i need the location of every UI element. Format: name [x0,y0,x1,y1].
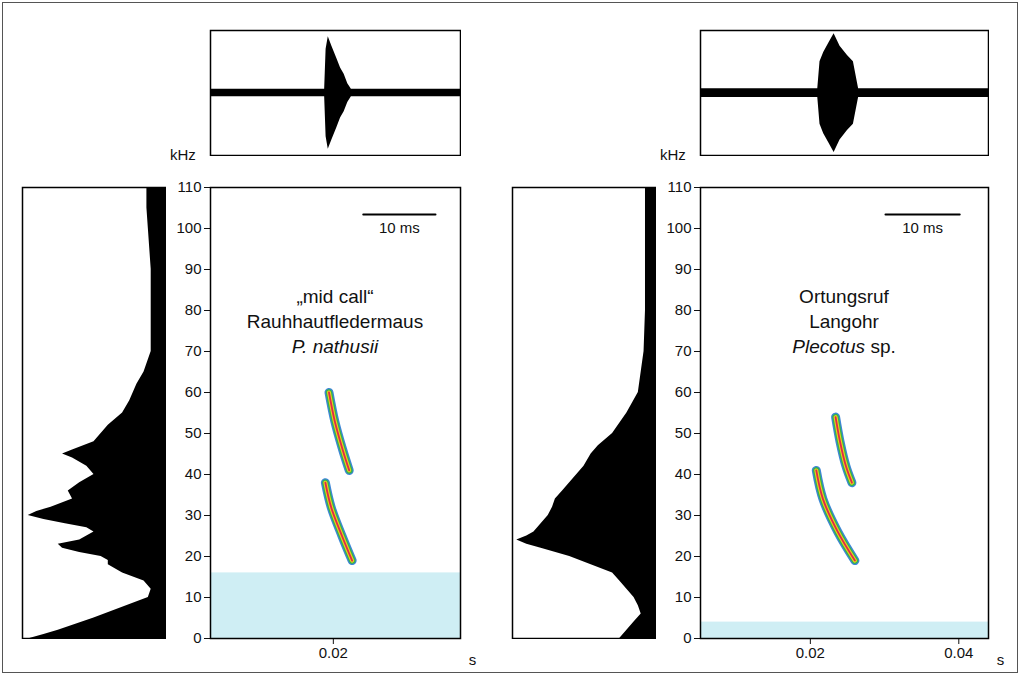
svg-text:0: 0 [683,629,691,646]
svg-text:70: 70 [675,342,692,359]
svg-text:10 ms: 10 ms [902,219,943,236]
svg-text:10: 10 [675,588,692,605]
html-text:Ortungsruf: Ortungsruf [799,286,889,307]
svg-text:60: 60 [675,383,692,400]
svg-text:30: 30 [675,506,692,523]
svg-text:90: 90 [675,260,692,277]
svg-text:20: 20 [675,547,692,564]
svg-text:s: s [997,651,1005,668]
svg-text:0: 0 [193,629,201,646]
html-text:kHz: kHz [660,146,686,163]
svg-text:30: 30 [185,506,202,523]
svg-text:0.02: 0.02 [796,644,825,661]
svg-text:60: 60 [185,383,202,400]
svg-text:80: 80 [675,301,692,318]
svg-text:100: 100 [176,219,201,236]
html-text:Langohr: Langohr [809,311,879,332]
svg-text:70: 70 [185,342,202,359]
svg-text:40: 40 [185,465,202,482]
svg-text:50: 50 [185,424,202,441]
svg-text:100: 100 [666,219,691,236]
html-text:„mid call“: „mid call“ [296,286,374,307]
svg-text:40: 40 [675,465,692,482]
html-text:Plecotus sp.: Plecotus sp. [792,336,896,357]
html-text:P. nathusii: P. nathusii [291,336,379,357]
svg-text:90: 90 [185,260,202,277]
svg-text:20: 20 [185,547,202,564]
svg-text:110: 110 [178,178,202,195]
svg-text:10: 10 [185,588,202,605]
svg-text:0.02: 0.02 [319,644,348,661]
html-text:Rauhhautfledermaus: Rauhhautfledermaus [246,311,424,332]
html-text:kHz: kHz [170,146,196,163]
svg-text:10 ms: 10 ms [379,219,420,236]
svg-text:50: 50 [675,424,692,441]
svg-text:80: 80 [185,301,202,318]
svg-text:110: 110 [668,178,692,195]
svg-text:s: s [469,651,477,668]
svg-text:0.04: 0.04 [944,644,973,661]
